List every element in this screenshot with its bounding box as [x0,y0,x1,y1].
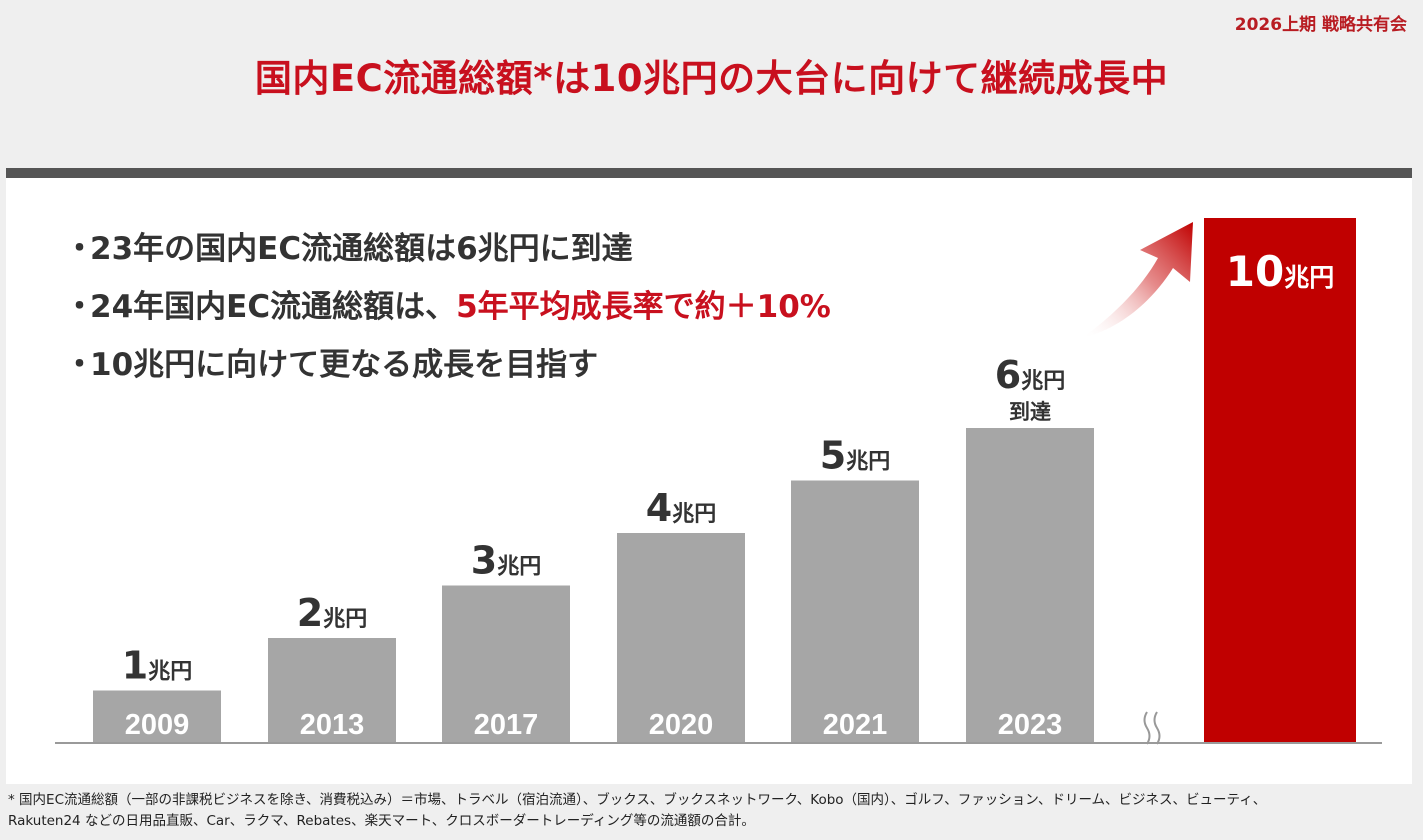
growth-arrow-icon [1082,222,1193,338]
value-label: 5兆円 [820,434,890,478]
bar-target [1204,218,1356,743]
bullet-highlight: 5年平均成長率で約＋10% [456,289,831,325]
bullet-text: 23年の国内EC流通総額は6兆円に到達 [90,231,633,267]
bar-2023 [966,428,1094,743]
bar-2021 [791,480,919,743]
bullet-item-3: ・10兆円に向けて更なる成長を目指す [64,347,599,383]
category-label: 2020 [649,709,714,741]
value-label: 4兆円 [646,486,716,530]
value-label: 3兆円 [471,539,541,583]
value-label: 10兆円 [1226,247,1334,296]
annotation-label: 到達 [1009,400,1051,424]
category-label: 2021 [823,709,888,741]
bar-2009 [93,690,221,743]
category-label: 2023 [998,709,1063,741]
footnote: * 国内EC流通総額（一部の非課税ビジネスを除き、消費税込み）＝市場、トラベル（… [8,792,1267,829]
axis-break-icon [1143,711,1161,745]
page-title: 国内EC流通総額*は10兆円の大台に向けて継続成長中 [254,57,1169,100]
bullet-item-1: ・23年の国内EC流通総額は6兆円に到達 [64,231,633,267]
bar-2017 [442,585,570,743]
header-label: 2026上期 戦略共有会 [1234,15,1407,35]
bullet-item-2: ・24年国内EC流通総額は、5年平均成長率で約＋10% [64,289,831,325]
bullet-text: 24年国内EC流通総額は、 [90,289,457,325]
bullet-text: 10兆円に向けて更なる成長を目指す [90,347,599,383]
bar-2013 [268,638,396,743]
bar-2020 [617,533,745,743]
category-label: 2009 [125,709,190,741]
value-label: 1兆円 [122,644,192,688]
value-label: 6兆円 [995,353,1065,397]
bullet-list: ・23年の国内EC流通総額は6兆円に到達 ・24年国内EC流通総額は、5年平均成… [64,228,831,402]
category-label: 2017 [474,709,539,741]
category-label: 2013 [300,709,365,741]
value-label: 2兆円 [297,591,367,635]
